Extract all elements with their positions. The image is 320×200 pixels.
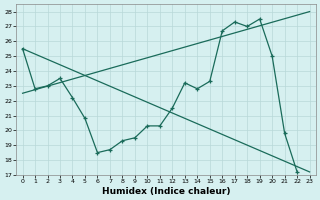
- X-axis label: Humidex (Indice chaleur): Humidex (Indice chaleur): [102, 187, 230, 196]
